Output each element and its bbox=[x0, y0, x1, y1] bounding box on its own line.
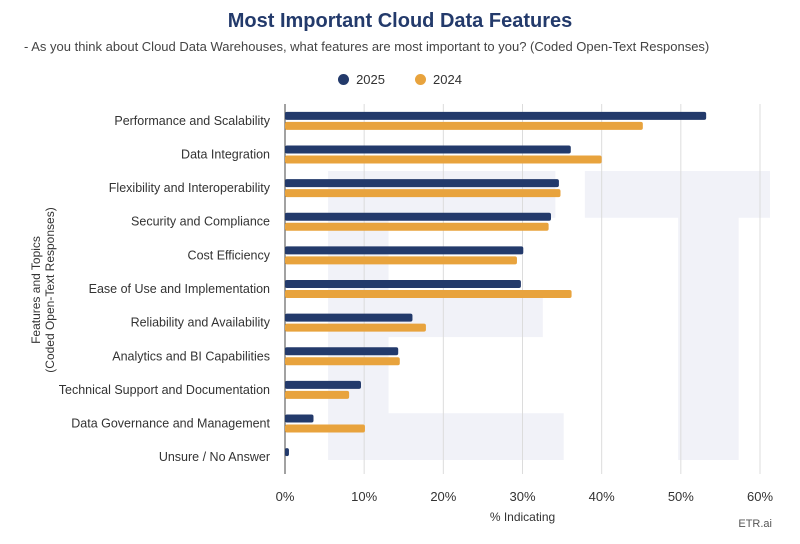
legend-label-2025: 2025 bbox=[356, 72, 385, 87]
bar-2025 bbox=[285, 246, 524, 255]
bar-2025 bbox=[285, 212, 551, 221]
bar-2024 bbox=[285, 357, 400, 366]
bar-2024 bbox=[285, 222, 549, 231]
x-tick-label: 60% bbox=[747, 489, 773, 504]
bar-2025 bbox=[285, 347, 399, 356]
x-tick-label: 40% bbox=[589, 489, 615, 504]
bar-2024 bbox=[285, 256, 517, 265]
category-label: Data Integration bbox=[181, 147, 270, 161]
category-label: Flexibility and Interoperability bbox=[109, 181, 271, 195]
bar-2024 bbox=[285, 323, 426, 332]
x-tick-label: 30% bbox=[509, 489, 535, 504]
x-tick-label: 0% bbox=[276, 489, 295, 504]
legend: 2025 2024 bbox=[0, 72, 800, 87]
legend-item-2024[interactable]: 2024 bbox=[415, 72, 462, 87]
legend-marker-2024 bbox=[415, 74, 426, 85]
etr-watermark: ETR bbox=[300, 100, 770, 500]
bar-2025 bbox=[285, 179, 559, 188]
bar-2025 bbox=[285, 448, 289, 457]
chart-title: Most Important Cloud Data Features bbox=[227, 10, 573, 32]
bar-2025 bbox=[285, 280, 521, 288]
category-label: Data Governance and Management bbox=[71, 417, 270, 431]
legend-marker-2025 bbox=[338, 74, 350, 85]
bar-2025 bbox=[285, 414, 314, 423]
category-label: Performance and Scalability bbox=[114, 114, 270, 128]
bar-2024 bbox=[285, 189, 561, 198]
category-label: Unsure / No Answer bbox=[159, 450, 270, 464]
legend-item-2025[interactable]: 2025 bbox=[338, 72, 385, 87]
x-tick-label: 50% bbox=[668, 489, 694, 504]
bar-2024 bbox=[285, 424, 365, 433]
x-tick-label: 20% bbox=[430, 489, 456, 504]
legend-label-2024: 2024 bbox=[433, 72, 462, 87]
watermark-text: ETR bbox=[300, 100, 770, 500]
category-label: Reliability and Availability bbox=[131, 316, 271, 330]
bar-2024 bbox=[285, 390, 350, 399]
category-label: Cost Efficiency bbox=[188, 248, 271, 262]
bar-2024 bbox=[285, 155, 602, 164]
x-tick-label: 10% bbox=[351, 489, 377, 504]
bar-2024 bbox=[285, 290, 572, 298]
bar-2025 bbox=[285, 313, 413, 322]
chart-subtitle: - As you think about Cloud Data Warehous… bbox=[24, 39, 710, 54]
category-label: Ease of Use and Implementation bbox=[89, 282, 270, 296]
category-label: Analytics and BI Capabilities bbox=[112, 349, 270, 363]
bar-2025 bbox=[285, 380, 361, 389]
source-credit: ETR.ai bbox=[738, 518, 772, 530]
category-label: Technical Support and Documentation bbox=[59, 383, 270, 397]
bar-2025 bbox=[285, 145, 571, 154]
bar-2024 bbox=[285, 121, 643, 130]
bar-2025 bbox=[285, 111, 707, 120]
x-axis-title: % Indicating bbox=[490, 510, 555, 524]
category-label: Security and Compliance bbox=[131, 215, 270, 229]
